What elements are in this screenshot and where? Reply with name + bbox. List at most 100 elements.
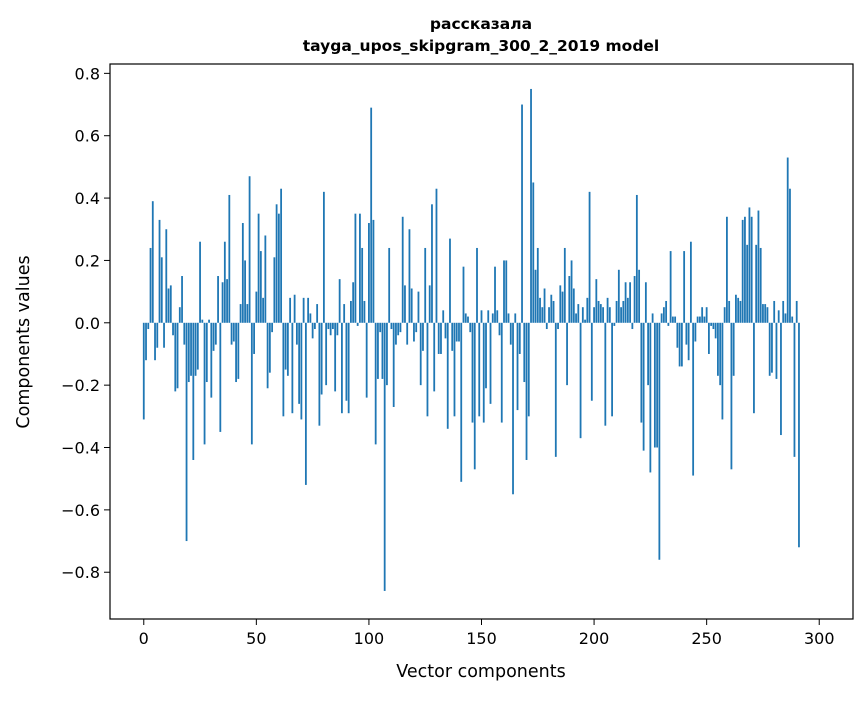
bar-103 bbox=[374, 322, 377, 445]
bar-50 bbox=[255, 291, 258, 323]
bar-269 bbox=[748, 207, 751, 323]
bar-15 bbox=[176, 322, 179, 389]
bar-221 bbox=[640, 322, 643, 423]
bar-37 bbox=[226, 279, 228, 323]
bar-32 bbox=[214, 322, 217, 345]
bar-228 bbox=[656, 322, 659, 448]
bar-189 bbox=[568, 276, 571, 323]
bar-93 bbox=[352, 282, 355, 323]
bar-180 bbox=[548, 307, 550, 323]
bar-155 bbox=[491, 313, 494, 323]
bar-96 bbox=[359, 213, 361, 323]
bar-165 bbox=[514, 313, 517, 323]
bar-178 bbox=[543, 288, 546, 323]
x-tick-label: 0 bbox=[139, 629, 149, 648]
bar-154 bbox=[489, 322, 492, 404]
bar-40 bbox=[232, 322, 235, 342]
y-tick-label: −0.4 bbox=[61, 439, 100, 458]
bar-6 bbox=[156, 322, 159, 348]
bar-235 bbox=[671, 316, 674, 323]
bar-92 bbox=[350, 300, 352, 323]
bar-11 bbox=[167, 288, 170, 323]
bar-257 bbox=[721, 322, 724, 420]
bar-58 bbox=[273, 257, 276, 323]
bar-80 bbox=[322, 191, 325, 323]
bar-177 bbox=[541, 307, 544, 323]
x-tick-label: 300 bbox=[804, 629, 835, 648]
bar-229 bbox=[658, 322, 661, 560]
bar-112 bbox=[395, 322, 397, 345]
bar-204 bbox=[602, 307, 604, 323]
bar-164 bbox=[512, 322, 514, 495]
bar-34 bbox=[219, 322, 222, 432]
bar-23 bbox=[194, 322, 197, 376]
bar-35 bbox=[221, 282, 224, 323]
bar-278 bbox=[768, 322, 771, 376]
bar-214 bbox=[624, 282, 627, 323]
bar-288 bbox=[791, 316, 794, 323]
bar-90 bbox=[345, 322, 348, 401]
bar-166 bbox=[516, 322, 519, 411]
bar-261 bbox=[730, 322, 733, 470]
bar-192 bbox=[575, 313, 577, 323]
bar-128 bbox=[431, 204, 433, 323]
bar-59 bbox=[275, 204, 278, 323]
bar-277 bbox=[766, 307, 769, 323]
bar-243 bbox=[689, 241, 692, 323]
bar-122 bbox=[417, 291, 420, 323]
bar-72 bbox=[304, 322, 307, 485]
bar-152 bbox=[485, 322, 487, 389]
bar-3 bbox=[149, 247, 152, 323]
bar-60 bbox=[277, 213, 280, 323]
bar-150 bbox=[480, 310, 483, 323]
bar-250 bbox=[705, 307, 708, 323]
bar-157 bbox=[496, 310, 499, 323]
bar-29 bbox=[208, 319, 210, 323]
plot-frame bbox=[109, 63, 854, 620]
bar-266 bbox=[741, 219, 744, 323]
bar-213 bbox=[622, 300, 625, 323]
bar-83 bbox=[329, 322, 332, 336]
bar-246 bbox=[696, 316, 699, 323]
bar-263 bbox=[735, 294, 737, 323]
bar-285 bbox=[784, 313, 787, 323]
bar-89 bbox=[343, 304, 346, 323]
bar-206 bbox=[606, 297, 609, 323]
bar-258 bbox=[723, 307, 726, 323]
bar-186 bbox=[561, 291, 564, 323]
bar-280 bbox=[773, 300, 776, 323]
bar-127 bbox=[428, 285, 431, 323]
bars-group bbox=[142, 88, 800, 591]
bar-64 bbox=[286, 322, 289, 376]
bar-66 bbox=[291, 322, 294, 414]
bar-100 bbox=[368, 223, 370, 323]
bar-291 bbox=[798, 322, 800, 548]
bar-262 bbox=[732, 322, 735, 376]
bar-117 bbox=[406, 322, 409, 345]
bar-245 bbox=[694, 322, 697, 342]
bar-203 bbox=[599, 304, 602, 323]
bar-24 bbox=[196, 322, 199, 370]
bar-211 bbox=[617, 269, 620, 323]
bar-13 bbox=[172, 322, 174, 336]
bar-22 bbox=[192, 322, 195, 460]
bar-273 bbox=[757, 210, 760, 323]
bar-170 bbox=[525, 322, 528, 460]
bar-42 bbox=[237, 322, 240, 379]
bar-124 bbox=[422, 322, 424, 351]
bar-33 bbox=[217, 276, 219, 323]
bar-231 bbox=[662, 307, 665, 323]
bar-68 bbox=[295, 322, 298, 345]
bar-195 bbox=[581, 307, 584, 323]
bar-242 bbox=[687, 322, 690, 361]
bar-163 bbox=[509, 322, 512, 345]
bar-240 bbox=[683, 251, 686, 323]
bar-230 bbox=[660, 313, 663, 323]
bar-179 bbox=[545, 322, 548, 330]
bar-234 bbox=[669, 251, 672, 323]
bar-290 bbox=[795, 300, 798, 323]
bar-106 bbox=[381, 322, 384, 379]
bar-190 bbox=[570, 260, 573, 323]
bar-227 bbox=[653, 322, 656, 448]
bar-196 bbox=[584, 319, 586, 323]
